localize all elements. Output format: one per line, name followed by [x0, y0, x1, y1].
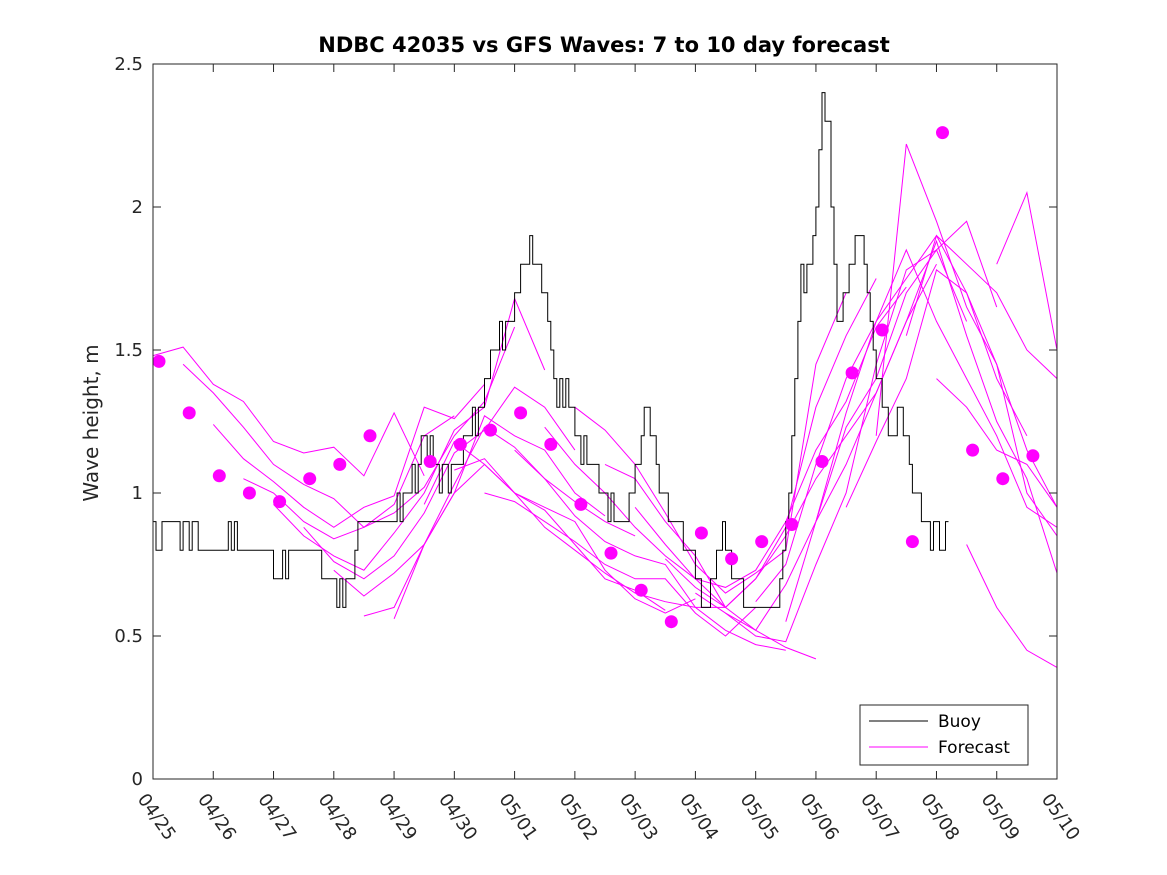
forecast-marker	[453, 437, 467, 451]
forecast-line-26	[936, 378, 1057, 508]
forecast-marker	[845, 366, 859, 380]
y-tick-label: 1	[132, 483, 143, 504]
forecast-line-10	[454, 458, 726, 608]
forecast-line-9	[423, 440, 696, 614]
forecast-line-27	[966, 544, 1057, 668]
legend-label-forecast: Forecast	[938, 738, 1010, 758]
forecast-line-0	[153, 346, 425, 477]
forecast-marker	[514, 406, 528, 420]
legend-box	[859, 704, 1029, 766]
chart-title: NDBC 42035 vs GFS Waves: 7 to 10 day for…	[318, 33, 889, 57]
forecast-marker	[212, 469, 226, 483]
forecast-marker	[936, 126, 949, 140]
forecast-marker	[785, 518, 799, 531]
plot-frame	[152, 63, 1058, 780]
buoy-line	[153, 92, 949, 608]
forecast-marker	[966, 443, 980, 457]
forecast-marker	[905, 535, 919, 549]
forecast-marker	[333, 457, 347, 471]
forecast-marker	[1026, 449, 1040, 463]
forecast-marker	[242, 486, 256, 500]
forecast-marker	[303, 472, 317, 486]
forecast-marker	[815, 455, 829, 468]
forecast-line-1	[182, 363, 455, 528]
forecast-line-16	[634, 286, 907, 588]
forecast-marker	[544, 437, 558, 451]
forecast-marker	[484, 423, 497, 437]
forecast-marker	[755, 535, 769, 549]
forecast-marker	[153, 354, 166, 368]
y-axis-label: Wave height, m	[79, 344, 103, 501]
forecast-line-28	[996, 190, 1057, 351]
forecast-line-7	[363, 426, 636, 617]
forecast-line-4	[273, 296, 546, 571]
forecast-line-23	[845, 269, 1057, 508]
y-tick-label: 2	[132, 197, 143, 218]
y-tick-label: 2.5	[114, 54, 143, 75]
forecast-line-2	[212, 383, 485, 528]
forecast-line-11	[484, 492, 757, 637]
forecast-line-18	[695, 248, 968, 631]
forecast-marker	[694, 526, 708, 540]
forecast-line-12	[514, 449, 786, 651]
y-tick-label: 0	[132, 769, 143, 790]
forecast-marker	[875, 323, 889, 337]
forecast-marker	[664, 615, 678, 629]
forecast-marker	[363, 429, 377, 443]
legend: Buoy Forecast	[859, 704, 1029, 766]
forecast-marker	[634, 583, 648, 597]
forecast-line-6	[333, 415, 606, 597]
forecast-marker	[604, 546, 618, 560]
y-tick-label: 1.5	[114, 340, 143, 361]
forecast-marker	[182, 406, 196, 420]
forecast-line-24	[875, 143, 1057, 537]
legend-label-buoy: Buoy	[938, 712, 981, 732]
forecast-marker	[423, 455, 437, 468]
forecast-marker	[273, 495, 287, 509]
forecast-marker	[996, 472, 1010, 486]
y-tick-label: 0.5	[114, 626, 143, 647]
forecast-marker	[574, 497, 588, 511]
forecast-marker	[725, 552, 739, 566]
forecast-line-25	[905, 234, 1057, 379]
